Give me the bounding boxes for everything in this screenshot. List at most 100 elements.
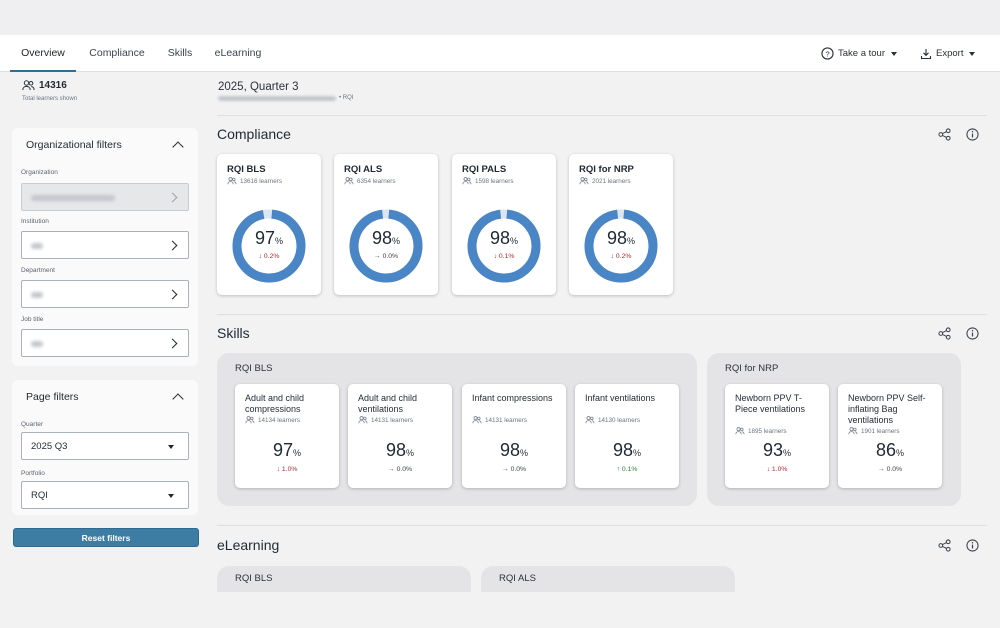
chevron-up-icon[interactable] (172, 141, 184, 153)
divider (217, 314, 987, 315)
learner-count: 1598 learners (462, 177, 514, 185)
job-title-redacted-value (31, 341, 43, 347)
people-icon (462, 177, 472, 185)
skill-card[interactable]: Adult and child compressions 14134 learne… (235, 384, 339, 488)
skill-card-title: Infant compressions (472, 393, 553, 403)
institution-field[interactable] (21, 231, 189, 259)
skill-card[interactable]: Newborn PPV T-Piece ventilations 1895 lea… (725, 384, 829, 488)
compliance-section-title: Compliance (217, 126, 291, 142)
learner-count: 6354 learners (344, 177, 396, 185)
portfolio-value: RQI (31, 490, 48, 501)
skill-delta: ↓ 1.0% (276, 466, 298, 473)
institution-label: Institution (21, 218, 49, 225)
skill-percent: 98% (462, 440, 566, 461)
percent-unit: % (633, 448, 642, 458)
caret-down-icon (891, 51, 897, 56)
skill-percent: 98% (575, 440, 679, 461)
breadcrumb: • RQI (218, 95, 353, 101)
share-icon[interactable] (938, 327, 951, 340)
institution-redacted-value (31, 243, 43, 249)
learner-count: 2021 learners (579, 177, 631, 185)
portfolio-select[interactable]: RQI (21, 481, 189, 509)
department-field[interactable] (21, 280, 189, 308)
info-icon[interactable] (966, 539, 979, 552)
learner-count-value: 14131 learners (485, 416, 528, 424)
share-icon[interactable] (938, 539, 951, 552)
help-circle-icon: ? (821, 47, 834, 60)
chevron-right-icon (167, 240, 178, 251)
compliance-card[interactable]: RQI PALS 1598 learners 98% ↓ 0.1% (452, 154, 556, 295)
skills-group-title: RQI BLS (235, 363, 273, 374)
learner-count: 13616 learners (227, 177, 282, 185)
tab-skills[interactable]: Skills (167, 47, 193, 59)
percent-unit: % (406, 448, 415, 458)
compliance-percent-value: 97 (254, 228, 275, 248)
compliance-percent: 97% (231, 228, 307, 249)
compliance-delta: ↓ 0.1% (493, 253, 515, 260)
share-icon[interactable] (938, 128, 951, 141)
export-label: Export (936, 48, 964, 59)
caret-down-icon (168, 445, 174, 449)
info-icon[interactable] (966, 327, 979, 340)
chevron-right-icon (167, 192, 178, 203)
learner-count: 14131 learners (472, 416, 527, 424)
learner-count-value: 1895 learners (748, 427, 787, 435)
compliance-card[interactable]: RQI BLS 13616 learners 97% ↓ 0.2% (217, 154, 321, 295)
organization-label: Organization (21, 169, 58, 176)
skill-card[interactable]: Adult and child ventilations 14131 learne… (348, 384, 452, 488)
reset-filters-button[interactable]: Reset filters (13, 528, 199, 547)
skill-card[interactable]: Infant ventilations 14130 learners 98% ↑ 0.… (575, 384, 679, 488)
job-title-field[interactable] (21, 329, 189, 357)
portfolio-label: Portfolio (21, 470, 45, 477)
skill-card[interactable]: Infant compressions 14131 learners 98% → 0.… (462, 384, 566, 488)
compliance-delta: ↓ 0.2% (258, 253, 280, 260)
compliance-card-title: RQI PALS (462, 164, 507, 175)
download-icon (920, 48, 932, 59)
compliance-card[interactable]: RQI for NRP 2021 learners 98% ↓ 0.2% (569, 154, 673, 295)
compliance-delta: → 0.0% (373, 253, 399, 260)
learner-count-value: 2021 learners (592, 177, 631, 185)
chevron-right-icon (167, 289, 178, 300)
people-icon (735, 427, 745, 435)
compliance-card[interactable]: RQI ALS 6354 learners 98% → 0.0% (334, 154, 438, 295)
compliance-donut (232, 209, 306, 283)
people-icon (472, 416, 482, 424)
take-a-tour-button[interactable]: ? Take a tour (821, 35, 897, 72)
compliance-percent-value: 98 (489, 228, 510, 248)
compliance-donut (467, 209, 541, 283)
people-icon (344, 177, 354, 185)
people-icon (579, 177, 589, 185)
percent-unit: % (510, 236, 519, 246)
elearning-card-rqi-als[interactable]: RQI ALS (481, 566, 735, 592)
tab-elearning[interactable]: eLearning (214, 47, 262, 59)
total-learners: 14316 (22, 80, 67, 91)
skill-percent-value: 98 (499, 440, 520, 460)
skill-delta: → 0.0% (501, 466, 527, 473)
organization-redacted-value (31, 195, 115, 201)
tab-compliance[interactable]: Compliance (89, 47, 145, 59)
chevron-up-icon[interactable] (172, 393, 184, 405)
percent-unit: % (896, 448, 905, 458)
skill-card[interactable]: Newborn PPV Self-inflating Bag ventilati… (838, 384, 942, 488)
compliance-donut (584, 209, 658, 283)
learner-count-value: 1598 learners (475, 177, 514, 185)
tab-overview[interactable]: Overview (10, 35, 76, 72)
compliance-percent: 98% (348, 228, 424, 249)
learner-count-value: 14130 learners (598, 416, 641, 424)
skills-group-title: RQI for NRP (725, 363, 779, 374)
divider (217, 525, 987, 526)
svg-text:?: ? (825, 49, 829, 58)
compliance-percent: 98% (466, 228, 542, 249)
skill-delta: ↓ 1.0% (766, 466, 788, 473)
export-button[interactable]: Export (920, 35, 976, 72)
percent-unit: % (783, 448, 792, 458)
compliance-percent-value: 98 (371, 228, 392, 248)
info-icon[interactable] (966, 128, 979, 141)
elearning-card-rqi-bls[interactable]: RQI BLS (217, 566, 471, 592)
quarter-select[interactable]: 2025 Q3 (21, 432, 189, 460)
total-learners-caption: Total learners shown (22, 96, 78, 102)
caret-down-icon (168, 494, 174, 498)
skill-percent-value: 98 (612, 440, 633, 460)
skill-percent-value: 97 (272, 440, 293, 460)
skill-percent-value: 86 (875, 440, 896, 460)
